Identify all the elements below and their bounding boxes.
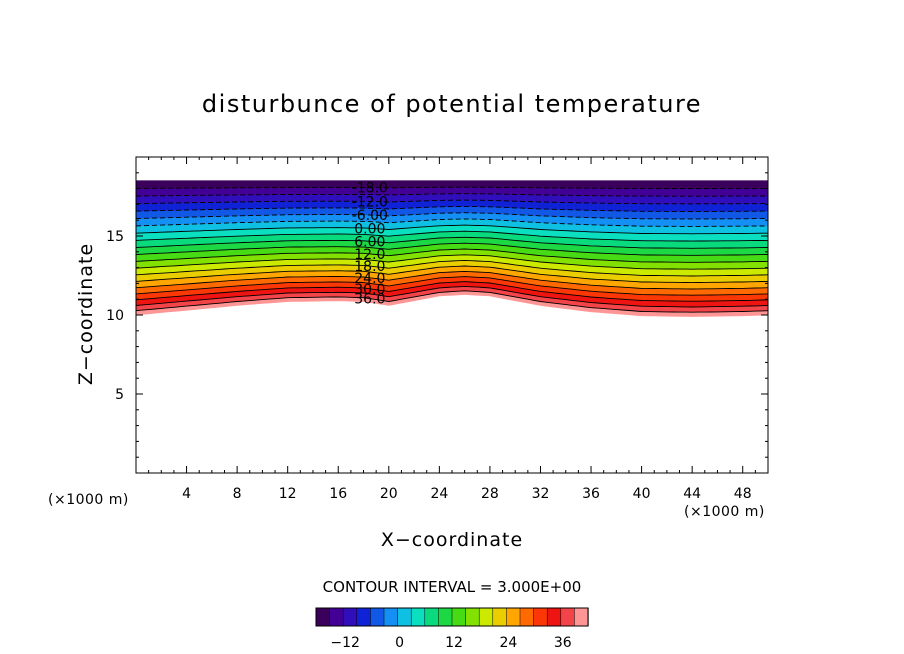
contour-label: -12.0: [352, 194, 388, 210]
colorbar-swatch: [492, 607, 508, 627]
x-tick-label: 8: [233, 486, 242, 502]
contour-label: 30.0: [354, 282, 385, 298]
contour-line: [135, 224, 768, 235]
contour-label: 12.0: [354, 247, 385, 263]
contour-line: [135, 259, 769, 277]
contour-field: [135, 180, 769, 317]
colorbar-swatch: [465, 607, 480, 627]
contour-labels: -18.0-12.0-6.000.006.0012.018.024.030.03…: [352, 181, 388, 308]
colorbar-tick-label: 36: [554, 635, 572, 651]
colorbar-swatch: [356, 607, 372, 627]
y-tick-label: 15: [106, 229, 124, 245]
x-tick-label: 16: [329, 486, 347, 502]
contour-label: 36.0: [354, 292, 385, 308]
colorbar-swatch: [506, 607, 521, 627]
x-tick-label: 4: [182, 486, 191, 502]
colorbar-swatch: [424, 607, 440, 627]
colorbar-swatch: [397, 607, 412, 627]
colorbar-tick-label: −12: [330, 635, 360, 651]
contour-line-negative: [135, 218, 769, 227]
contour-label: 0.00: [354, 221, 385, 237]
contour-line: [135, 248, 769, 263]
colorbar-swatch: [546, 607, 562, 627]
colorbar-swatch: [533, 607, 548, 627]
contour-line: [135, 230, 769, 242]
contour-line: [135, 285, 769, 308]
contour-label: 18.0: [354, 259, 385, 275]
contour-line: [135, 236, 769, 249]
contour-label: -6.00: [352, 208, 388, 224]
x-tick-label: 44: [683, 486, 701, 502]
x-tick-label: 32: [532, 486, 550, 502]
colorbar-swatch: [451, 607, 467, 627]
colorbar-frame: [315, 607, 589, 627]
contour-line: [135, 276, 769, 296]
chart-title: disturbunce of potential temperature: [202, 90, 702, 118]
colorbar-swatch: [315, 607, 331, 627]
contour-line-negative: [136, 186, 768, 189]
contour-line-negative: [135, 199, 768, 205]
colorbar-tick-label: 0: [395, 635, 404, 651]
x-tick-label: 28: [481, 486, 499, 502]
contour-line: [135, 281, 769, 302]
contour-line: [135, 254, 769, 270]
contour-lines: [135, 186, 769, 313]
colorbar-tick-label: 24: [499, 635, 517, 651]
colorbar-swatch: [410, 607, 426, 627]
y-tick-label: 10: [106, 308, 124, 324]
colorbar-swatch: [342, 607, 358, 627]
colorbar-swatch: [574, 607, 589, 627]
x-tick-label: 36: [582, 486, 600, 502]
contour-line-negative: [136, 193, 768, 197]
colorbar-swatch: [560, 607, 576, 627]
x-tick-label: 48: [734, 486, 752, 502]
y-tick-label: 5: [115, 387, 124, 403]
contour-line: [135, 290, 769, 313]
contour-label: 24.0: [354, 271, 385, 287]
colorbar-swatch: [438, 607, 453, 627]
colorbar-swatch: [329, 607, 344, 627]
y-axis-unit: (×1000 m): [48, 492, 129, 508]
contour-line-negative: [135, 212, 769, 220]
x-tick-label: 24: [430, 486, 448, 502]
x-tick-label: 20: [380, 486, 398, 502]
contour-line: [135, 242, 769, 256]
colorbar-swatch: [383, 607, 399, 627]
contour-label: -18.0: [352, 181, 388, 197]
contour-label: 6.00: [354, 234, 385, 250]
colorbar: −12 0 12 24 36: [315, 607, 589, 651]
x-axis-label: X−coordinate: [381, 529, 523, 551]
colorbar-tick-label: 12: [445, 635, 463, 651]
contour-interval-label: CONTOUR INTERVAL = 3.000E+00: [323, 578, 582, 596]
contour-line: [135, 265, 769, 284]
y-axis-label: Z−coordinate: [75, 243, 97, 385]
x-tick-label: 12: [279, 486, 297, 502]
colorbar-swatch: [519, 607, 535, 627]
x-axis-unit: (×1000 m): [684, 504, 765, 520]
contour-line: [135, 270, 769, 290]
x-tick-label: 40: [633, 486, 651, 502]
colorbar-swatch: [370, 607, 385, 627]
colorbar-swatch: [478, 607, 494, 627]
contour-line-negative: [135, 205, 768, 212]
